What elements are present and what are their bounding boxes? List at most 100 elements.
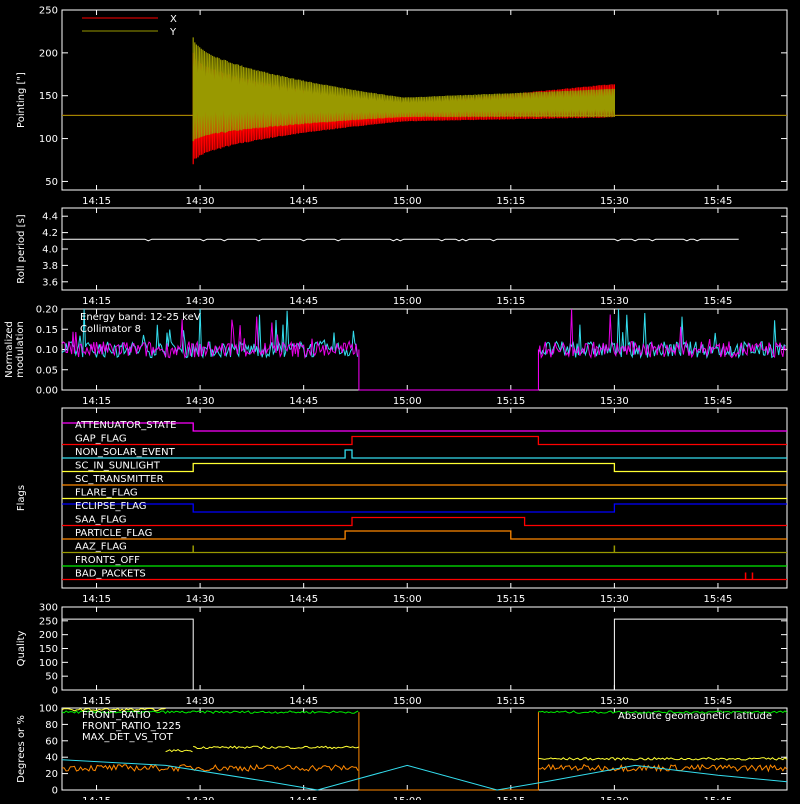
- pointing-x-tick-label: 14:30: [186, 196, 215, 207]
- flag-line-ECLIPSE_FLAG: [62, 503, 787, 513]
- flag-label-FLARE_FLAG: FLARE_FLAG: [75, 488, 138, 499]
- ratios-y-tick-label: 80: [45, 720, 58, 731]
- flag-label-BAD_PACKETS: BAD_PACKETS: [75, 569, 146, 580]
- roll-period-line: [61, 238, 739, 242]
- quality-line: [62, 618, 787, 691]
- modulation-x-tick-label: 15:00: [393, 396, 422, 407]
- quality-y-tick-label: 100: [39, 658, 58, 669]
- roll-y-tick-label: 4.4: [42, 212, 58, 223]
- roll-x-tick-label: 14:30: [186, 296, 215, 307]
- quality-x-tick-label: 15:00: [393, 696, 422, 707]
- ratios-x-tick-label: 14:45: [289, 796, 318, 800]
- pointing-x-tick-label: 14:45: [289, 196, 318, 207]
- modulation-y-tick-label: 0.05: [36, 365, 58, 376]
- flags-x-tick-label: 14:15: [82, 594, 111, 605]
- roll-y-tick-label: 4.2: [42, 228, 58, 239]
- quality-x-tick-label: 15:30: [600, 696, 629, 707]
- flag-label-ECLIPSE_FLAG: ECLIPSE_FLAG: [75, 501, 146, 512]
- legend-label-Y: Y: [169, 27, 177, 38]
- flag-label-SAA_FLAG: SAA_FLAG: [75, 515, 126, 526]
- roll-y-tick-label: 3.8: [42, 261, 58, 272]
- flag-label-SC_IN_SUNLIGHT: SC_IN_SUNLIGHT: [75, 461, 161, 472]
- ratio-series-FRONT_RATIO_1225: [61, 707, 788, 761]
- roll-x-tick-label: 14:15: [82, 296, 111, 307]
- pointing-y-tick-label: 250: [39, 6, 58, 17]
- quality-y-tick-label: 150: [39, 644, 58, 655]
- pointing-frame: [61, 9, 788, 191]
- ratios-x-tick-label: 14:15: [82, 796, 111, 800]
- modulation-y-tick-label: 0.15: [36, 325, 58, 336]
- pointing-x-tick-label: 15:15: [496, 196, 525, 207]
- flags-x-tick-label: 15:45: [704, 594, 733, 605]
- pointing-x-tick-label: 14:15: [82, 196, 111, 207]
- ratios-x-tick-label: 15:30: [600, 796, 629, 800]
- flags-x-tick-label: 15:15: [496, 594, 525, 605]
- modulation-x-tick-label: 15:30: [600, 396, 629, 407]
- flags-x-tick-label: 15:30: [600, 594, 629, 605]
- roll-frame: [61, 207, 788, 291]
- flag-line-SAA_FLAG: [62, 516, 787, 527]
- modulation-annotation-collimator: Collimator 8: [80, 324, 141, 335]
- ratios-y-tick-label: 0: [52, 786, 58, 797]
- quality-y-tick-label: 250: [39, 616, 58, 627]
- flag-label-GAP_FLAG: GAP_FLAG: [75, 434, 127, 445]
- flags-x-tick-label: 15:00: [393, 594, 422, 605]
- flags-x-tick-label: 14:30: [186, 594, 215, 605]
- ratio-series-FRONT_RATIO: [61, 710, 788, 715]
- flag-label-ATTENUATOR_STATE: ATTENUATOR_STATE: [75, 420, 176, 431]
- modulation-x-tick-label: 14:30: [186, 396, 215, 407]
- quality-x-tick-label: 15:45: [704, 696, 733, 707]
- modulation-y-tick-label: 0.20: [36, 305, 58, 316]
- modulation-x-tick-label: 14:15: [82, 396, 111, 407]
- ratio-drop-line: [358, 712, 539, 791]
- quality-x-tick-label: 14:45: [289, 696, 318, 707]
- flags-y-label: Flags: [16, 485, 27, 511]
- flag-label-SC_TRANSMITTER: SC_TRANSMITTER: [75, 474, 164, 485]
- pointing-y-tick-label: 100: [39, 134, 58, 145]
- pointing-x-tick-label: 15:00: [393, 196, 422, 207]
- flag-label-AAZ_FLAG: AAZ_FLAG: [75, 542, 127, 553]
- quality-y-tick-label: 50: [45, 672, 58, 683]
- flags-x-tick-label: 14:45: [289, 594, 318, 605]
- ratio-annotation-geomag: Absolute geomagnetic latitude: [618, 711, 772, 722]
- ratios-y-tick-label: 40: [45, 753, 58, 764]
- flag-label-NON_SOLAR_EVENT: NON_SOLAR_EVENT: [75, 447, 176, 458]
- ratios-x-tick-label: 15:45: [704, 796, 733, 800]
- ratio-legend-FRONT_RATIO_1225: FRONT_RATIO_1225: [82, 721, 181, 732]
- ratio-series-geomag: [61, 759, 788, 791]
- ratios-x-tick-label: 15:15: [496, 796, 525, 800]
- flag-line-SC_IN_SUNLIGHT: [62, 462, 787, 473]
- modulation-gap-line: [358, 349, 539, 391]
- roll-y-tick-label: 4.0: [42, 245, 58, 256]
- modulation-y-tick-label: 0.00: [36, 386, 58, 397]
- modulation-series-0: [61, 308, 786, 360]
- pointing-y-tick-label: 150: [39, 91, 58, 102]
- quality-y-tick-label: 200: [39, 630, 58, 641]
- pointing-y-tick-label: 200: [39, 48, 58, 59]
- flag-line-NON_SOLAR_EVENT: [62, 449, 787, 459]
- flag-line-ATTENUATOR_STATE: [62, 422, 787, 432]
- legend-label-X: X: [170, 14, 177, 25]
- modulation-y-tick-label: 0.10: [36, 345, 58, 356]
- ratio-legend-FRONT_RATIO: FRONT_RATIO: [82, 710, 151, 721]
- quality-y-tick-label: 300: [39, 603, 58, 614]
- quality-x-tick-label: 15:15: [496, 696, 525, 707]
- roll-x-tick-label: 15:00: [393, 296, 422, 307]
- ratios-y-label: Degrees or %: [16, 715, 27, 783]
- ratios-y-tick-label: 60: [45, 736, 58, 747]
- series-Y-line: [192, 37, 615, 142]
- quality-y-label: Quality: [16, 631, 27, 667]
- flag-label-PARTICLE_FLAG: PARTICLE_FLAG: [75, 528, 152, 539]
- quality-x-tick-label: 14:30: [186, 696, 215, 707]
- pointing-y-label: Pointing ["]: [16, 72, 27, 128]
- roll-y-label: Roll period [s]: [16, 214, 27, 283]
- modulation-x-tick-label: 14:45: [289, 396, 318, 407]
- modulation-x-tick-label: 15:15: [496, 396, 525, 407]
- quality-y-tick-label: 0: [52, 686, 58, 697]
- modulation-series-1: [61, 308, 787, 360]
- ratio-series-MAX_DET_VS_TOT: [62, 763, 788, 773]
- roll-x-tick-label: 14:45: [289, 296, 318, 307]
- ratio-legend-MAX_DET_VS_TOT: MAX_DET_VS_TOT: [82, 732, 174, 743]
- ratios-y-tick-label: 20: [45, 769, 58, 780]
- ratios-x-tick-label: 15:00: [393, 796, 422, 800]
